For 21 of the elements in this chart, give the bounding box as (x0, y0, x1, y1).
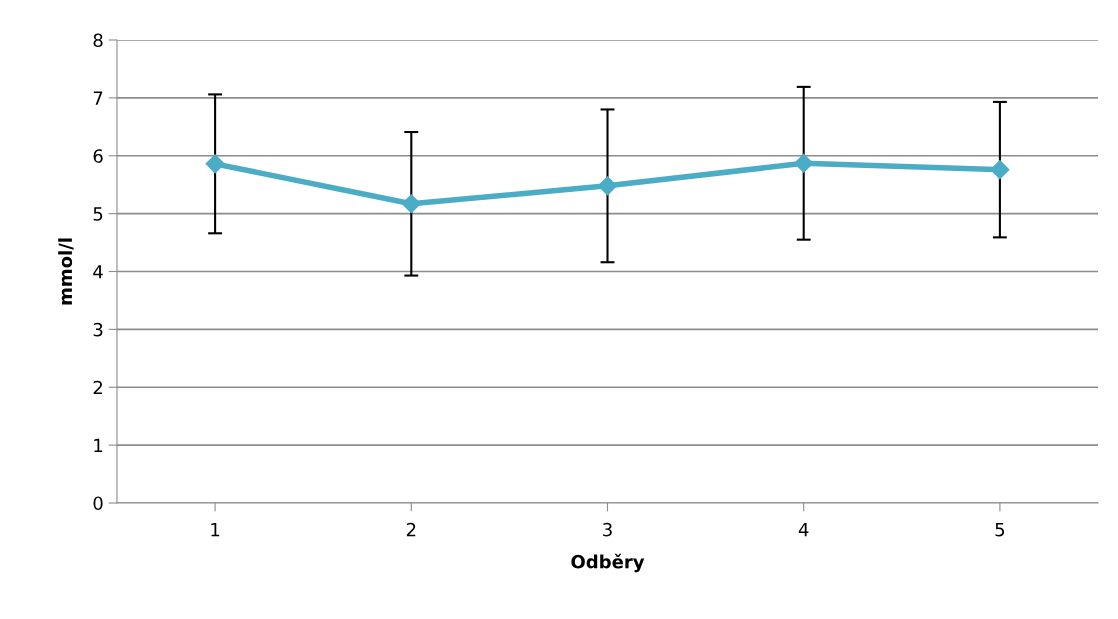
x-tick-label: 4 (798, 523, 809, 537)
y-tick-label: 6 (93, 149, 103, 163)
point (794, 153, 814, 173)
y-tick-label: 1 (94, 438, 103, 452)
y-tick-label: 4 (93, 265, 103, 279)
x-tick-label: 5 (995, 523, 1005, 537)
x-tick-label: 3 (603, 522, 612, 537)
point (990, 160, 1010, 180)
point (401, 194, 421, 214)
y-tick-label: 2 (93, 380, 102, 395)
y-axis-title: mmol/l (58, 238, 74, 305)
x-tick-label: 2 (406, 522, 416, 537)
x-axis-title: Odběry (571, 553, 645, 573)
x-tick-label: 1 (211, 523, 220, 537)
y-tick-label: 7 (93, 91, 103, 105)
point (597, 176, 618, 196)
y-tick-label: 8 (93, 33, 103, 48)
y-tick-label: 0 (93, 496, 103, 511)
y-tick-label: 3 (93, 322, 103, 337)
point (205, 154, 225, 174)
y-tick-label: 5 (93, 207, 103, 221)
